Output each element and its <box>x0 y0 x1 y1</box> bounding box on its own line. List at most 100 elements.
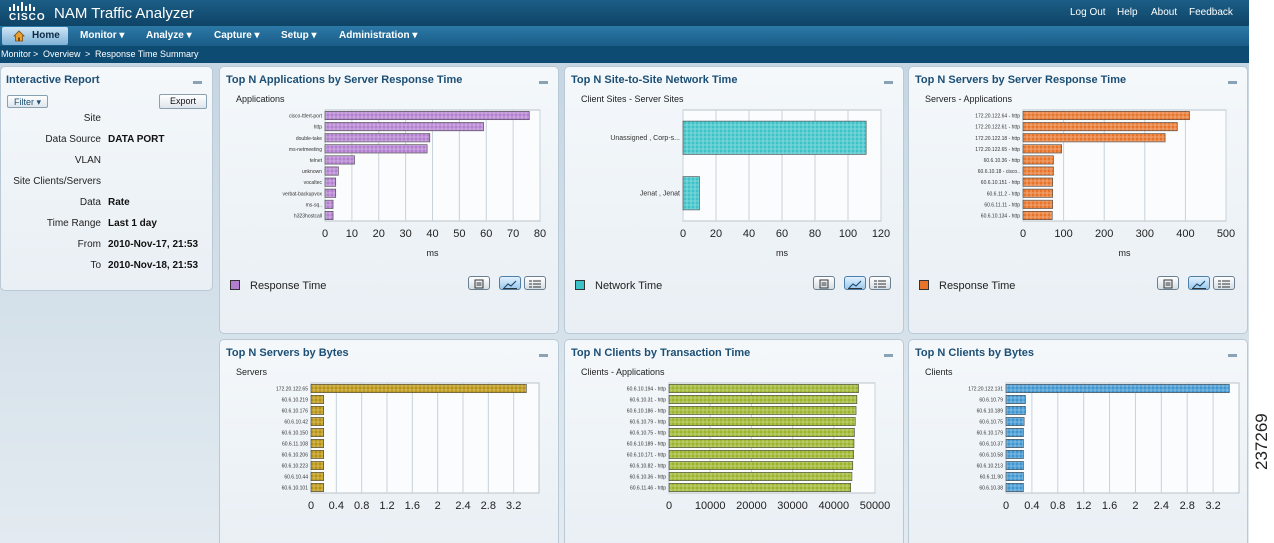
bar[interactable] <box>682 120 867 155</box>
bar[interactable] <box>1022 111 1190 121</box>
print-icon[interactable] <box>468 276 490 290</box>
minimize-icon[interactable] <box>1228 81 1237 84</box>
bar[interactable] <box>1005 395 1026 404</box>
export-button[interactable]: Export <box>159 94 207 109</box>
table-view-icon[interactable] <box>524 276 546 290</box>
menu-monitor[interactable]: Monitor ▾ <box>80 30 125 41</box>
bar[interactable] <box>310 384 527 393</box>
bar[interactable] <box>1005 450 1024 459</box>
x-tick-label: 100 <box>1054 228 1072 240</box>
chart-view-icon[interactable] <box>1188 276 1210 290</box>
print-icon[interactable] <box>813 276 835 290</box>
bar[interactable] <box>310 439 324 448</box>
table-view-icon[interactable] <box>869 276 891 290</box>
about-link[interactable]: About <box>1151 7 1178 18</box>
bar[interactable] <box>668 428 855 437</box>
minimize-icon[interactable] <box>884 81 893 84</box>
bar-chart: 0 100 200 300 400 500 172.20.122.64 - http 172.… <box>975 109 1235 258</box>
bar[interactable] <box>324 144 428 154</box>
bar[interactable] <box>1022 199 1053 209</box>
bar[interactable] <box>1005 406 1026 415</box>
breadcrumb-overview[interactable]: Overview <box>43 49 81 59</box>
bar[interactable] <box>1022 210 1053 220</box>
minimize-icon[interactable] <box>539 81 548 84</box>
chart-view-icon[interactable] <box>499 276 521 290</box>
bar[interactable] <box>324 111 530 121</box>
x-tick-label: 400 <box>1176 228 1194 240</box>
tab-home[interactable]: Home <box>2 27 68 45</box>
bar[interactable] <box>324 177 337 187</box>
bar[interactable] <box>668 417 856 426</box>
report-field-label: Site Clients/Servers <box>13 176 101 187</box>
minimize-icon[interactable] <box>193 81 202 84</box>
menu-administration[interactable]: Administration ▾ <box>339 30 418 41</box>
minimize-icon[interactable] <box>1228 354 1237 357</box>
category-label: 60.6.10.42 <box>284 420 308 426</box>
bar[interactable] <box>310 461 324 470</box>
chart-panel: Top N Applications by Server Response Ti… <box>219 66 559 334</box>
bar[interactable] <box>1022 177 1053 187</box>
minimize-icon[interactable] <box>539 354 548 357</box>
logout-link[interactable]: Log Out <box>1070 7 1106 18</box>
bar[interactable] <box>1022 133 1166 143</box>
category-label: 60.6.11.46 - http <box>630 486 666 492</box>
bar[interactable] <box>310 483 324 492</box>
bar[interactable] <box>310 406 324 415</box>
bar[interactable] <box>324 155 355 165</box>
chart-title: Top N Applications by Server Response Ti… <box>226 74 463 86</box>
chart-view-icon[interactable] <box>844 276 866 290</box>
bar[interactable] <box>324 122 484 132</box>
chart-title: Top N Servers by Bytes <box>226 347 349 359</box>
bar[interactable] <box>1005 472 1024 481</box>
bar[interactable] <box>1005 439 1024 448</box>
bar[interactable] <box>1005 483 1024 492</box>
bar[interactable] <box>1005 428 1024 437</box>
menu-capture[interactable]: Capture ▾ <box>214 30 260 41</box>
minimize-icon[interactable] <box>884 354 893 357</box>
bar[interactable] <box>1005 417 1025 426</box>
bar[interactable] <box>324 210 334 220</box>
chart-panel: Top N Site-to-Site Network Time Client Si… <box>564 66 904 334</box>
bar[interactable] <box>668 461 854 470</box>
bar[interactable] <box>668 406 857 415</box>
tab-home-label: Home <box>32 30 60 41</box>
bar[interactable] <box>1005 384 1230 393</box>
bar[interactable] <box>324 133 431 143</box>
breadcrumb-monitor[interactable]: Monitor <box>1 49 32 59</box>
bar[interactable] <box>1022 144 1062 154</box>
feedback-link[interactable]: Feedback <box>1189 7 1233 18</box>
bar[interactable] <box>310 395 324 404</box>
category-label: cisco-ttlert-port <box>289 114 323 120</box>
bar[interactable] <box>1022 122 1178 132</box>
bar[interactable] <box>1005 461 1024 470</box>
bar[interactable] <box>668 472 853 481</box>
bar[interactable] <box>668 384 859 393</box>
x-tick-label: 50000 <box>860 500 891 510</box>
bar[interactable] <box>310 428 324 437</box>
filter-dropdown[interactable]: Filter ▾ <box>7 95 48 108</box>
bar[interactable] <box>324 199 334 209</box>
menu-setup[interactable]: Setup ▾ <box>281 30 317 41</box>
bar[interactable] <box>324 166 339 176</box>
bar[interactable] <box>310 450 324 459</box>
bar[interactable] <box>310 417 324 426</box>
bar[interactable] <box>668 439 855 448</box>
bar[interactable] <box>682 176 700 211</box>
category-label: 172.20.122.61 - http <box>975 125 1020 131</box>
bar[interactable] <box>668 450 854 459</box>
bar[interactable] <box>324 188 337 198</box>
bar[interactable] <box>1022 155 1054 165</box>
bar[interactable] <box>1022 188 1053 198</box>
bar[interactable] <box>310 472 324 481</box>
help-link[interactable]: Help <box>1117 7 1138 18</box>
figure-id: 237269 <box>1252 413 1271 470</box>
chart-title: Top N Servers by Server Response Time <box>915 74 1127 86</box>
table-view-icon[interactable] <box>1213 276 1235 290</box>
interactive-report-panel: Interactive Report Filter ▾ Export Site D… <box>0 66 213 291</box>
breadcrumb-current: Response Time Summary <box>95 49 199 59</box>
bar[interactable] <box>668 395 858 404</box>
print-icon[interactable] <box>1157 276 1179 290</box>
bar[interactable] <box>1022 166 1054 176</box>
menu-analyze[interactable]: Analyze ▾ <box>146 30 192 41</box>
bar[interactable] <box>668 483 851 492</box>
